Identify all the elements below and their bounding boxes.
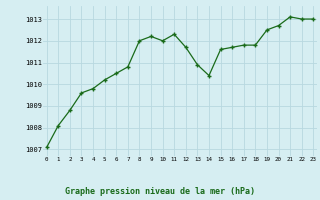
- Text: Graphe pression niveau de la mer (hPa): Graphe pression niveau de la mer (hPa): [65, 187, 255, 196]
